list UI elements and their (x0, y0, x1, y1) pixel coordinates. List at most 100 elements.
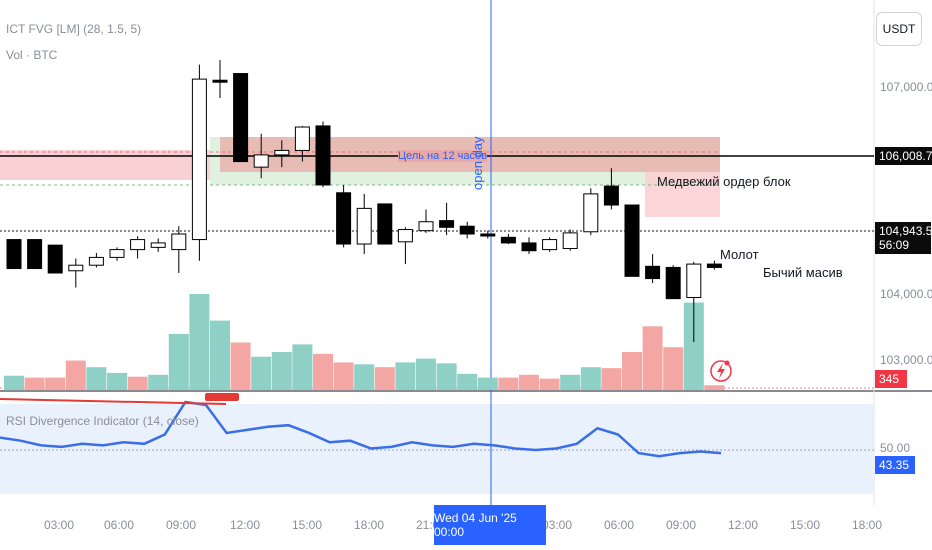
volume-bar (580, 367, 601, 390)
volume-bar (601, 368, 622, 390)
volume-bar (663, 347, 684, 390)
candle[interactable] (645, 265, 661, 280)
candle[interactable] (68, 264, 84, 272)
time-axis-label: 15:00 (292, 518, 323, 532)
volume-bar (292, 344, 313, 390)
indicator-legend-volume[interactable]: Vol · BTC (6, 48, 58, 62)
candle[interactable] (562, 232, 578, 249)
rsi-axis-label: 50.00 (880, 441, 911, 455)
price-axis-label: 107,000.0 (880, 80, 932, 94)
candle[interactable] (253, 154, 269, 168)
crosshair-date-tag: Wed 04 Jun '25 00:00 (434, 505, 546, 545)
volume-bar (107, 372, 127, 390)
candle[interactable] (109, 249, 125, 258)
volume-bar (416, 358, 436, 390)
volume-bar (354, 364, 375, 390)
candle[interactable] (212, 79, 228, 83)
candle[interactable] (439, 220, 455, 228)
candle[interactable] (336, 192, 352, 245)
candle[interactable] (171, 233, 187, 251)
volume-bar (45, 377, 66, 390)
rsi-series (0, 400, 722, 458)
candle-series (6, 60, 722, 343)
candle[interactable] (377, 203, 393, 245)
level-price-tag: 106,008.7 (875, 147, 932, 165)
time-axis-label: 18:00 (354, 518, 385, 532)
candle[interactable] (665, 266, 681, 300)
volume-bar (86, 367, 107, 390)
candle[interactable] (356, 207, 372, 245)
candle[interactable] (294, 126, 310, 151)
candle[interactable] (130, 239, 146, 251)
candle[interactable] (500, 236, 516, 244)
volume-bar (683, 302, 704, 390)
current-price-value: 104,943.5 (879, 224, 932, 238)
candle[interactable] (191, 78, 207, 241)
volume-bar (24, 377, 45, 390)
currency-button[interactable]: USDT (876, 12, 922, 46)
rsi-band (0, 404, 874, 494)
candle[interactable] (6, 239, 22, 270)
time-axis-label: 09:00 (666, 518, 697, 532)
volume-bar (457, 373, 478, 390)
volume-bar (539, 378, 560, 390)
open-day-label[interactable]: open day (470, 136, 485, 191)
volume-bar (622, 351, 642, 390)
lightning-icon[interactable] (710, 360, 732, 382)
candle[interactable] (88, 256, 104, 266)
volume-bar (560, 374, 581, 390)
volume-bar (498, 377, 519, 390)
bullish-array-label[interactable]: Бычий масив (763, 265, 843, 280)
candle[interactable] (274, 149, 290, 156)
candle[interactable] (686, 263, 702, 299)
candle[interactable] (603, 185, 619, 206)
rsi-divergence-line (0, 398, 227, 405)
candle[interactable] (480, 233, 496, 237)
bearish-ob-label[interactable]: Медвежий ордер блок (657, 174, 791, 189)
candle[interactable] (542, 239, 558, 251)
time-axis-label: 06:00 (604, 518, 635, 532)
volume-bar (210, 320, 230, 390)
candle[interactable] (624, 204, 640, 277)
volume-tag: 345 (875, 370, 907, 388)
volume-bar (65, 360, 86, 390)
indicator-legend-fvg[interactable]: ICT FVG [LM] (28, 1.5, 5) (6, 22, 142, 36)
candle[interactable] (315, 125, 331, 186)
rsi-value-tag: 43.35 (875, 456, 915, 474)
candle[interactable] (583, 193, 599, 233)
time-axis-label: 12:00 (230, 518, 261, 532)
volume-bar (642, 326, 663, 390)
volume-bar (271, 351, 292, 390)
price-axis-label: 104,000.0 (880, 287, 932, 301)
price-axis-label: 103,000.0 (880, 353, 932, 367)
hammer-label[interactable]: Молот (720, 247, 759, 262)
candle[interactable] (397, 229, 413, 243)
bar-countdown: 56:09 (879, 238, 910, 252)
time-axis-label: 15:00 (790, 518, 821, 532)
volume-bar (519, 374, 539, 390)
candle[interactable] (418, 221, 434, 232)
volume-bar (704, 385, 725, 390)
time-axis-label: 06:00 (104, 518, 135, 532)
candle[interactable] (706, 263, 722, 268)
bearish-ob-lower-zone (645, 172, 720, 217)
volume-bar (395, 362, 416, 390)
time-axis-label: 12:00 (728, 518, 759, 532)
current-price-tag: 104,943.5 56:09 (875, 222, 932, 254)
indicator-legend-rsi[interactable]: RSI Divergence Indicator (14, close) (6, 414, 199, 428)
candle[interactable] (47, 244, 63, 274)
candle[interactable] (459, 225, 475, 235)
volume-bar (477, 377, 498, 390)
volume-bar (168, 333, 189, 390)
volume-series (4, 294, 725, 390)
candle[interactable] (27, 239, 43, 270)
candle[interactable] (521, 242, 537, 252)
time-axis-label: 03:00 (44, 518, 75, 532)
candle[interactable] (150, 242, 166, 248)
candle[interactable] (233, 73, 249, 163)
fvg-zone-red (0, 150, 210, 180)
time-axis-label: 18:00 (852, 518, 883, 532)
volume-bar (230, 342, 251, 390)
target-label[interactable]: Цель на 12 часов (398, 150, 488, 162)
volume-bar (4, 375, 24, 390)
